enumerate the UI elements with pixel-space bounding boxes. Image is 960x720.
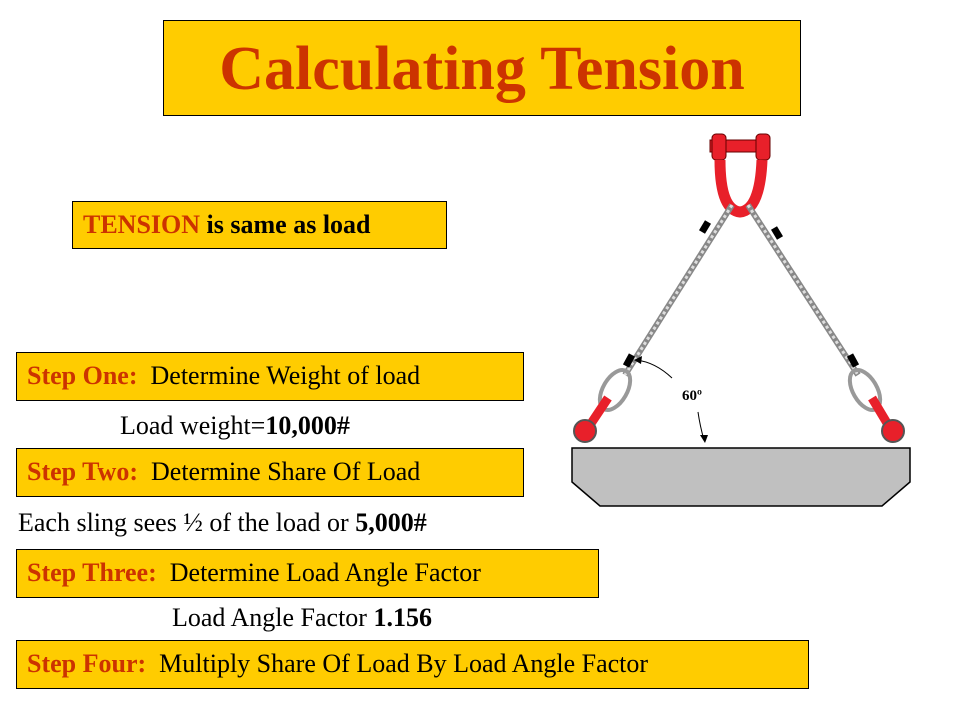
step-two-label: Step Two: [27, 457, 138, 486]
angle-factor-value: 1.156 [373, 603, 432, 632]
lifting-lug-right-icon [868, 395, 905, 443]
step-two-text: Determine Share Of Load [151, 457, 421, 486]
angle-factor-label: Load Angle Factor [172, 603, 374, 632]
step-one-label: Step One: [27, 361, 138, 390]
step-one: Step One: Determine Weight of load [16, 352, 524, 401]
share-value: 5,000# [355, 508, 427, 537]
load-weight-label: Load weight= [120, 411, 266, 440]
angle-arrow-icon [635, 359, 673, 379]
step-four-text: Multiply Share Of Load By Load Angle Fac… [159, 649, 649, 678]
step-two: Step Two: Determine Share Of Load [16, 448, 524, 497]
step-one-text: Determine Weight of load [150, 361, 421, 390]
step-three-label: Step Three: [27, 558, 157, 587]
load-weight-value: 10,000# [265, 411, 350, 440]
tension-highlight: TENSION [83, 210, 201, 239]
step-four-label: Step Four: [27, 649, 147, 678]
angle-label: 60º [682, 388, 702, 404]
angle-factor-line: Load Angle Factor 1.156 [172, 603, 432, 633]
step-three-text: Determine Load Angle Factor [169, 558, 481, 587]
sling-diagram: 60º [571, 133, 911, 507]
lifting-lug-left-icon [573, 395, 612, 443]
step-three: Step Three: Determine Load Angle Factor [16, 549, 599, 598]
slide-title: Calculating Tension [163, 20, 801, 116]
tension-rest: is same as load [200, 210, 371, 239]
load-block [571, 447, 911, 507]
share-label: Each sling sees ½ of the load or [18, 508, 356, 537]
load-weight-line: Load weight=10,000# [120, 411, 350, 441]
share-line: Each sling sees ½ of the load or 5,000# [18, 508, 427, 538]
sling-right [745, 203, 883, 412]
step-four: Step Four: Multiply Share Of Load By Loa… [16, 640, 809, 689]
sling-left [597, 203, 735, 412]
tension-note: TENSION is same as load [72, 201, 447, 249]
shackle-icon [709, 133, 771, 218]
